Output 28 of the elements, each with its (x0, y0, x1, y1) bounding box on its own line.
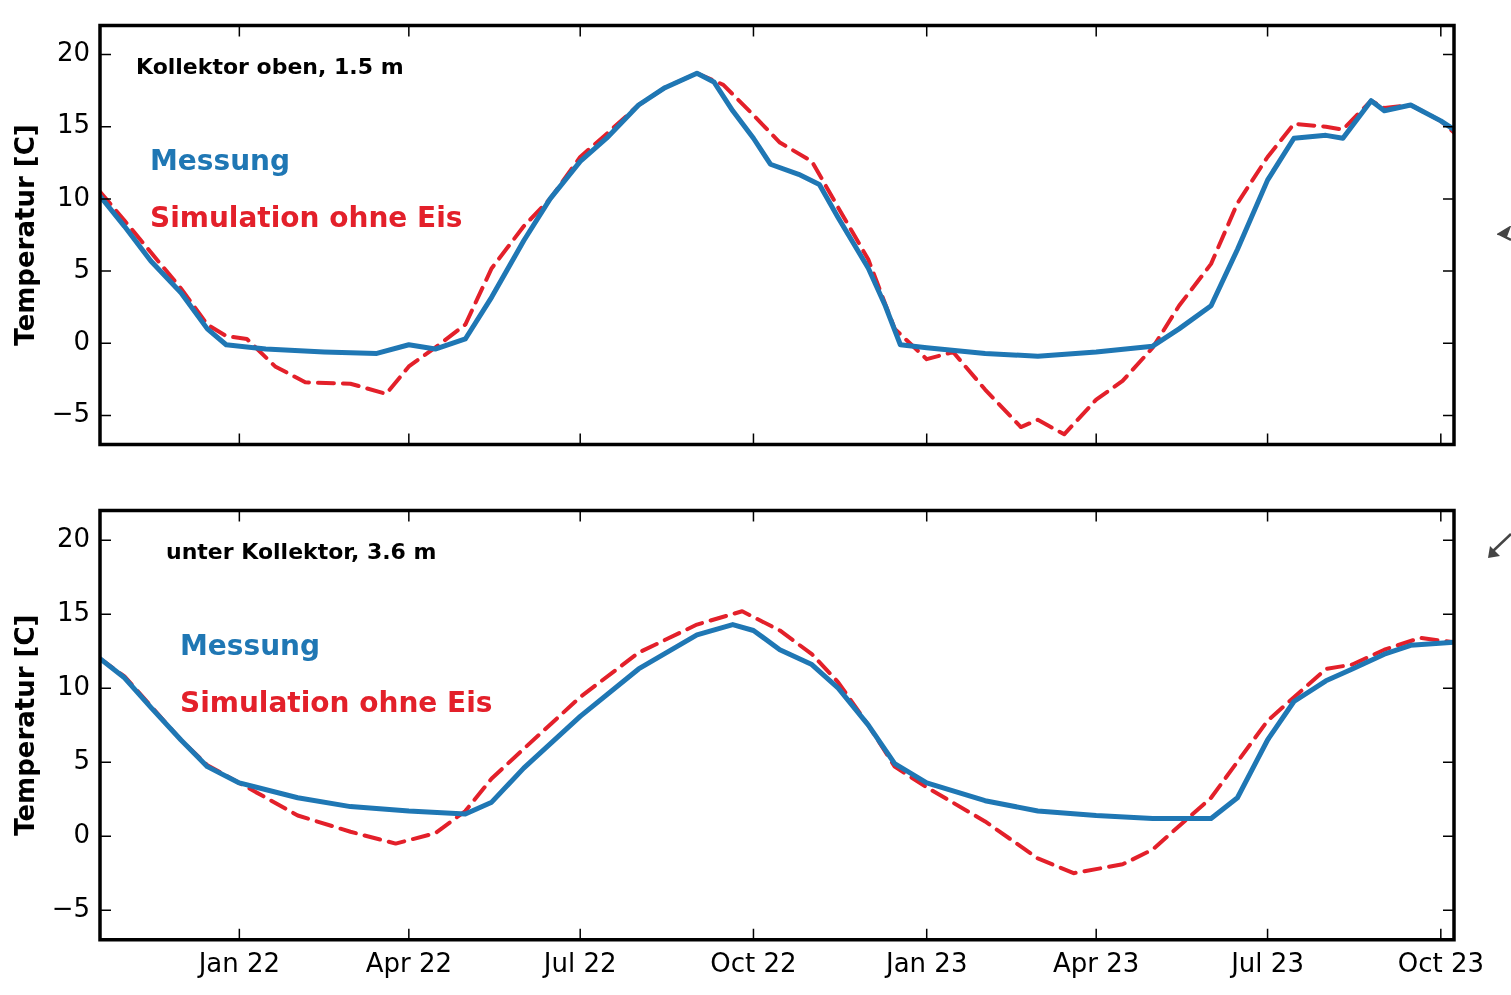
y-tick-label: 10 (56, 670, 90, 701)
y-tick-label: 0 (73, 326, 90, 357)
y-tick-label: 5 (73, 744, 90, 775)
text: unter Kollektor, 3.6 m (166, 539, 437, 565)
y-tick-label: 5 (73, 253, 90, 284)
x-tick-label: Jul 23 (1229, 948, 1304, 979)
x-tick-label: Jan 23 (883, 948, 968, 979)
text: Kollektor oben, 1.5 m (136, 54, 404, 80)
series-label: Messung (150, 143, 291, 177)
y-axis-title: Temperatur [C] (10, 124, 41, 346)
y-tick-label: −5 (51, 892, 90, 923)
x-tick-label: Oct 22 (710, 948, 797, 979)
x-tick-label: Apr 23 (1053, 948, 1140, 979)
y-axis-title: Temperatur [C] (10, 614, 41, 836)
y-tick-label: 10 (56, 181, 90, 212)
y-tick-label: 15 (56, 596, 90, 627)
y-tick-label: 20 (56, 522, 90, 553)
x-tick-label: Jul 22 (541, 948, 617, 979)
x-tick-label: Apr 22 (365, 948, 452, 979)
series-label: Simulation ohne Eis (150, 200, 463, 234)
y-tick-label: −5 (51, 398, 90, 429)
y-tick-label: 20 (56, 37, 90, 68)
x-tick-label: Jan 22 (196, 948, 281, 979)
x-tick-label: Oct 23 (1397, 948, 1484, 979)
series-label: Simulation ohne Eis (180, 685, 493, 719)
y-tick-label: 15 (56, 109, 90, 140)
y-tick-label: 0 (73, 818, 90, 849)
series-label: Messung (180, 628, 321, 662)
